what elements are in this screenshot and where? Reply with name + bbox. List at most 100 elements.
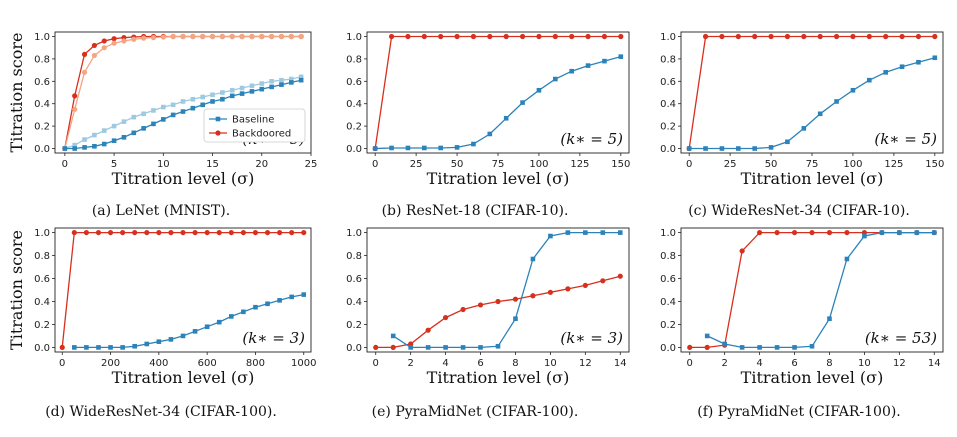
x-tick-label: 100 — [843, 159, 862, 170]
data-point — [702, 33, 709, 40]
data-point — [768, 33, 774, 40]
data-point — [228, 229, 234, 236]
x-tick-label: 0 — [373, 358, 379, 369]
y-tick-label: 0.8 — [34, 54, 50, 65]
data-point — [101, 141, 107, 147]
data-point — [569, 68, 574, 74]
data-point — [131, 114, 137, 120]
x-tick-label: 1000 — [291, 358, 316, 369]
data-point — [421, 33, 427, 40]
data-point — [883, 70, 888, 75]
data-point — [209, 33, 216, 40]
chart-f: 0.0 0.2 0.4 0.6 0.8 1.0 0 2 4 6 8 10 12 14 Titration l… — [660, 227, 944, 387]
data-point — [547, 289, 554, 295]
caption-a: (a) LeNet (MNIST). — [91, 203, 231, 219]
data-point — [487, 131, 493, 137]
data-point — [438, 33, 444, 40]
data-point — [107, 229, 114, 236]
data-point — [817, 33, 823, 40]
data-point — [59, 344, 65, 351]
data-point — [190, 96, 196, 102]
y-tick-label: 1.0 — [660, 32, 676, 43]
x-tick-label: 800 — [246, 358, 265, 369]
data-point — [503, 115, 509, 121]
x-tick-label: 75 — [806, 159, 819, 170]
data-point — [111, 123, 117, 129]
data-point — [111, 40, 117, 46]
data-point — [131, 130, 137, 136]
data-point — [585, 63, 591, 68]
data-point — [565, 286, 571, 292]
legend-marker — [215, 116, 221, 122]
data-point — [210, 99, 215, 104]
data-point — [241, 309, 246, 315]
data-point — [487, 33, 493, 40]
data-point — [809, 343, 815, 349]
data-point — [229, 93, 235, 99]
data-point — [278, 33, 285, 40]
y-tick-label: 0.2 — [660, 122, 676, 133]
data-point — [569, 33, 575, 40]
data-point — [92, 143, 97, 149]
x-tick-label: 0 — [59, 358, 65, 369]
data-point — [719, 33, 725, 40]
data-point — [72, 345, 77, 350]
data-point — [92, 132, 97, 138]
data-point — [834, 99, 839, 104]
data-point — [477, 302, 484, 308]
data-point — [833, 33, 840, 40]
axes-frame — [680, 227, 944, 353]
series-line — [375, 55, 621, 150]
data-point — [530, 256, 536, 262]
data-point — [801, 33, 807, 40]
data-point — [735, 33, 741, 40]
x-tick-label: 8 — [826, 358, 832, 369]
x-tick-label: 12 — [579, 358, 592, 369]
data-point — [844, 229, 850, 236]
x-axis-label: Titration level (σ) — [427, 368, 570, 387]
kstar-annotation: (k∗ = 3) — [242, 329, 305, 347]
y-tick-label: 0.4 — [34, 99, 50, 110]
chart-e: 0.0 0.2 0.4 0.6 0.8 1.0 0 2 4 6 8 10 12 14 Titration l… — [346, 227, 630, 387]
data-point — [817, 111, 823, 117]
data-point — [83, 229, 89, 236]
x-tick-label: 8 — [512, 358, 518, 369]
y-tick-label: 0.0 — [660, 343, 676, 354]
data-point — [866, 33, 872, 40]
kstar-annotation: (k∗ = 5) — [560, 130, 623, 148]
y-tick-label: 1.0 — [346, 228, 362, 239]
data-point — [216, 229, 222, 236]
y-tick-label: 0.6 — [660, 77, 676, 88]
data-point — [757, 345, 762, 350]
x-tick-label: 14 — [614, 358, 627, 369]
y-axis-label: Titration score — [7, 33, 26, 153]
y-tick-label: 1.0 — [346, 32, 362, 43]
axes-frame — [366, 227, 630, 353]
data-point — [180, 333, 186, 339]
data-point — [784, 33, 791, 40]
x-tick-label: 400 — [149, 358, 168, 369]
series-line — [374, 35, 621, 149]
x-tick-label: 6 — [791, 358, 797, 369]
data-point — [265, 301, 270, 307]
data-point — [704, 333, 710, 339]
data-point — [565, 230, 571, 235]
series-baseline — [72, 292, 307, 350]
data-point — [249, 89, 255, 94]
data-point — [96, 345, 101, 350]
caption-f: (f) PyraMidNet (CIFAR-100). — [697, 404, 901, 420]
data-point — [204, 324, 210, 330]
data-point — [95, 229, 102, 236]
chart-c: 0.0 0.2 0.4 0.6 0.8 1.0 0 25 50 75 100 125 150 Titrat… — [660, 31, 944, 188]
data-point — [739, 345, 745, 350]
data-point — [259, 81, 265, 86]
data-point — [82, 145, 87, 150]
data-point — [72, 93, 78, 99]
x-tick-label: 20 — [255, 159, 268, 170]
series-line — [688, 35, 935, 149]
series-backdoored — [372, 33, 624, 152]
data-point — [259, 33, 265, 40]
x-tick-label: 4 — [756, 358, 762, 369]
y-tick-label: 0.8 — [660, 54, 676, 65]
data-point — [72, 146, 77, 151]
